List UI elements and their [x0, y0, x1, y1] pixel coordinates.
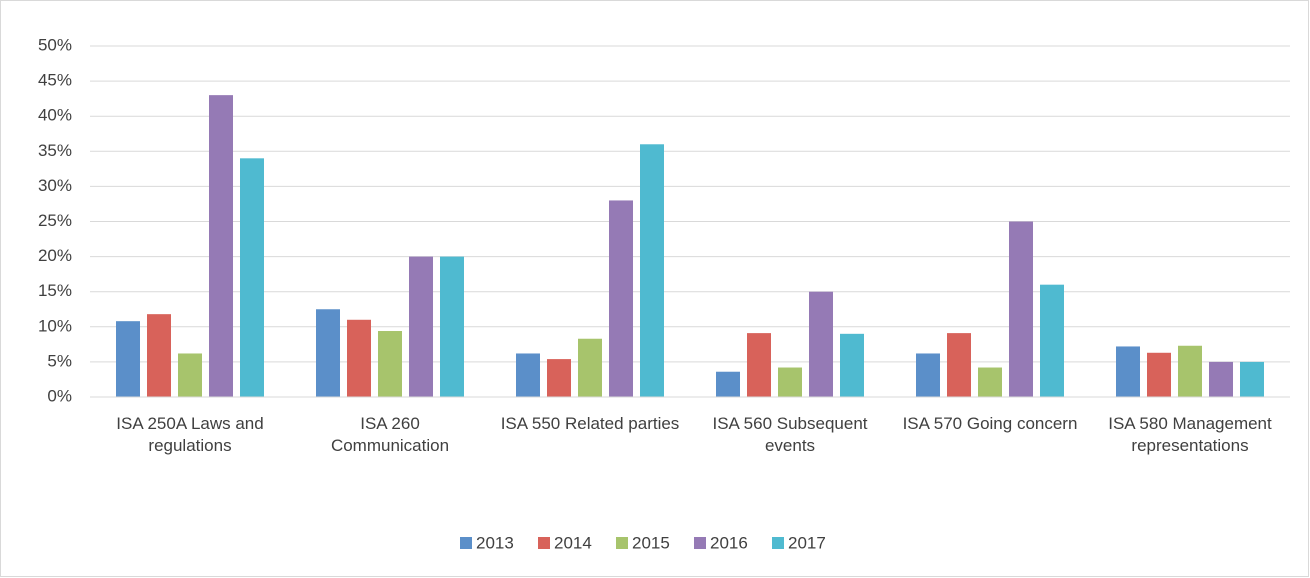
bar: [609, 200, 633, 397]
y-tick-label: 30%: [38, 176, 72, 195]
bar: [547, 359, 571, 397]
legend-label: 2016: [710, 533, 748, 552]
y-tick-label: 15%: [38, 281, 72, 300]
x-tick-label: ISA 570 Going concern: [902, 414, 1078, 433]
bar: [916, 353, 940, 397]
y-tick-label: 20%: [38, 246, 72, 265]
x-tick-label: ISA 550 Related parties: [500, 414, 680, 433]
y-tick-label: 25%: [38, 211, 72, 230]
legend-label: 2017: [788, 533, 826, 552]
bar: [209, 95, 233, 397]
bar: [378, 331, 402, 397]
bar: [178, 353, 202, 397]
bar: [1209, 361, 1233, 397]
y-tick-label: 35%: [38, 141, 72, 160]
bar: [1240, 361, 1264, 397]
bar: [640, 144, 664, 397]
bar: [716, 371, 740, 397]
x-tick-label: ISA 560 Subsequent events: [712, 414, 868, 455]
y-tick-label: 40%: [38, 106, 72, 125]
legend-label: 2013: [476, 533, 514, 552]
legend-swatch: [460, 537, 472, 549]
bar: [578, 338, 602, 397]
bar: [1116, 346, 1140, 397]
bar: [809, 291, 833, 397]
y-tick-label: 50%: [38, 35, 72, 54]
legend-label: 2014: [554, 533, 592, 552]
x-tick-label: ISA 580 Management representations: [1108, 414, 1272, 455]
bar: [1009, 221, 1033, 397]
bar: [947, 333, 971, 397]
bar: [1040, 284, 1064, 397]
y-tick-label: 5%: [47, 351, 72, 370]
y-tick-label: 0%: [47, 386, 72, 405]
legend-swatch: [538, 537, 550, 549]
y-tick-label: 45%: [38, 71, 72, 90]
legend-swatch: [694, 537, 706, 549]
bar: [840, 333, 864, 397]
bar: [1178, 345, 1202, 397]
x-tick-label: ISA 250A Laws and regulations: [116, 414, 264, 455]
bar: [409, 256, 433, 397]
bar: [347, 319, 371, 397]
bar: [1147, 352, 1171, 397]
y-tick-label: 10%: [38, 316, 72, 335]
bar: [747, 333, 771, 397]
bar: [778, 367, 802, 397]
bar: [240, 158, 264, 397]
bar: [147, 314, 171, 397]
bar: [516, 353, 540, 397]
legend-swatch: [616, 537, 628, 549]
x-tick-label: ISA 260 Communication: [330, 414, 450, 455]
legend-swatch: [772, 537, 784, 549]
bar: [116, 321, 140, 397]
legend-label: 2015: [632, 533, 670, 552]
bar: [978, 367, 1002, 397]
bar: [316, 309, 340, 397]
bar: [440, 256, 464, 397]
